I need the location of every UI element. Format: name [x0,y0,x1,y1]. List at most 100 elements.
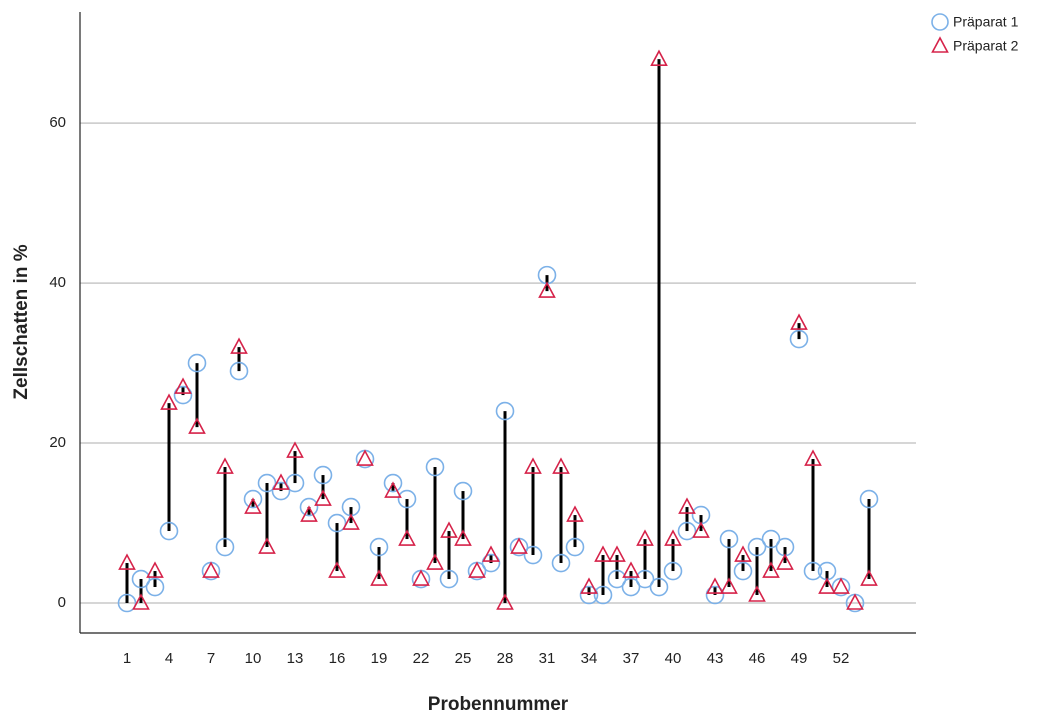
marker-circle [803,561,823,581]
marker-triangle [398,529,416,546]
marker-triangle [622,561,640,578]
marker-triangle [272,473,290,490]
marker-circle [397,489,417,509]
marker-circle [523,545,543,565]
marker-circle [579,585,599,605]
marker-triangle [734,545,752,562]
marker-circle [495,401,515,421]
x-tick-label: 43 [707,650,724,667]
marker-triangle [496,593,514,610]
marker-circle [159,521,179,541]
marker-triangle [664,529,682,546]
marker-triangle [706,577,724,594]
marker-triangle [832,577,850,594]
marker-triangle [244,497,262,514]
legend-marker [931,36,949,53]
marker-triangle [524,457,542,474]
marker-triangle [552,457,570,474]
marker-triangle [258,537,276,554]
marker-triangle [720,577,738,594]
marker-circle [481,553,501,573]
marker-triangle [538,281,556,298]
y-tick-label: 60 [49,114,66,131]
marker-triangle [468,561,486,578]
marker-circle [243,489,263,509]
marker-triangle [370,569,388,586]
marker-triangle [132,593,150,610]
marker-circle [677,521,697,541]
marker-triangle [790,313,808,330]
marker-triangle [356,449,374,466]
marker-circle [187,353,207,373]
marker-triangle [342,513,360,530]
x-tick-label: 22 [413,650,430,667]
marker-triangle [678,497,696,514]
marker-triangle [216,457,234,474]
x-tick-label: 49 [791,650,808,667]
marker-triangle [314,489,332,506]
marker-circle [439,569,459,589]
x-tick-label: 31 [539,650,556,667]
marker-circle [593,585,613,605]
marker-circle [621,577,641,597]
x-tick-label: 19 [371,650,388,667]
marker-circle [761,529,781,549]
marker-triangle [860,569,878,586]
marker-circle [257,473,277,493]
x-tick-label: 25 [455,650,472,667]
x-tick-label: 37 [623,650,640,667]
x-tick-label: 34 [581,650,598,667]
marker-triangle [608,545,626,562]
marker-circle [635,569,655,589]
y-tick-label: 0 [58,594,66,611]
marker-triangle [202,561,220,578]
marker-triangle [650,49,668,66]
x-tick-label: 10 [245,650,262,667]
marker-circle [705,585,725,605]
marker-circle [117,593,137,613]
marker-circle [551,553,571,573]
marker-circle [299,497,319,517]
marker-triangle [748,585,766,602]
marker-circle [271,481,291,501]
marker-circle [859,489,879,509]
marker-circle [453,481,473,501]
marker-triangle [328,561,346,578]
marker-triangle [846,593,864,610]
marker-triangle [454,529,472,546]
marker-circle [229,361,249,381]
marker-triangle [692,521,710,538]
y-axis-title: Zellschatten in % [11,244,32,399]
marker-triangle [594,545,612,562]
x-tick-label: 52 [833,650,850,667]
marker-triangle [636,529,654,546]
marker-circle [663,561,683,581]
marker-circle [733,561,753,581]
marker-circle [285,473,305,493]
x-tick-label: 4 [165,650,173,667]
marker-circle [425,457,445,477]
marker-triangle [440,521,458,538]
marker-circle [789,329,809,349]
marker-triangle [510,537,528,554]
x-tick-label: 16 [329,650,346,667]
marker-triangle [426,553,444,570]
marker-circle [747,537,767,557]
marker-triangle [482,545,500,562]
x-axis-title: Probennummer [428,694,569,715]
marker-triangle [160,393,178,410]
x-tick-label: 1 [123,650,131,667]
marker-triangle [412,569,430,586]
marker-circle [215,537,235,557]
marker-circle [719,529,739,549]
marker-circle [327,513,347,533]
marker-triangle [118,553,136,570]
marker-circle [607,569,627,589]
marker-circle [145,577,165,597]
marker-circle [313,465,333,485]
marker-triangle [580,577,598,594]
marker-triangle [174,377,192,394]
marker-triangle [188,417,206,434]
legend-label: Präparat 1 [953,14,1019,30]
